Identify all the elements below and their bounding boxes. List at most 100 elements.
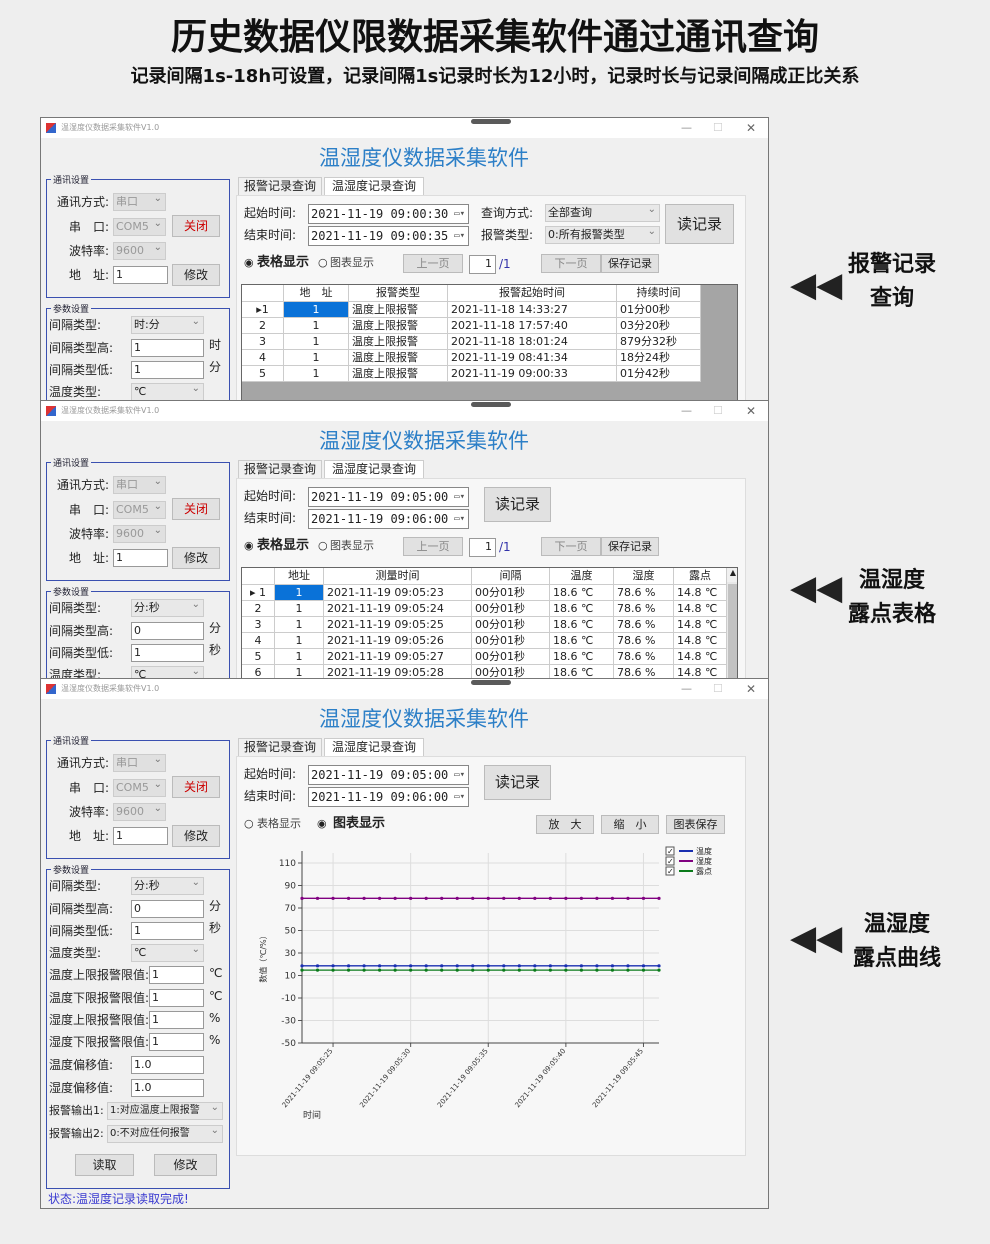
param-input[interactable]: 1 bbox=[131, 922, 204, 940]
end-time-picker[interactable]: 2021-11-19 09:06:00 bbox=[308, 509, 469, 529]
column-header[interactable]: 地址 bbox=[275, 568, 324, 585]
table-cell[interactable]: 1 bbox=[284, 302, 349, 318]
tab-alarm-records[interactable]: 报警记录查询 bbox=[238, 460, 322, 478]
save-records-button[interactable]: 保存记录 bbox=[601, 254, 659, 273]
maximize-button[interactable]: ☐ bbox=[713, 404, 723, 417]
param-input[interactable]: 1.0 bbox=[131, 1079, 204, 1097]
close-window-button[interactable]: ✕ bbox=[746, 682, 757, 696]
table-cell[interactable]: 18.6 ℃ bbox=[550, 617, 614, 633]
table-cell[interactable]: 00分01秒 bbox=[472, 633, 550, 649]
address-input[interactable]: 1 bbox=[113, 266, 168, 284]
table-cell[interactable]: 2021-11-19 09:05:27 bbox=[324, 649, 472, 665]
modify-address-button[interactable]: 修改 bbox=[172, 825, 220, 847]
start-time-picker[interactable]: 2021-11-19 09:00:30 bbox=[308, 204, 469, 224]
port-select[interactable]: COM5 bbox=[113, 499, 166, 519]
table-cell[interactable]: 2021-11-19 09:05:24 bbox=[324, 601, 472, 617]
table-cell[interactable]: 14.8 ℃ bbox=[674, 633, 727, 649]
table-cell[interactable]: 1 bbox=[275, 649, 324, 665]
table-cell[interactable]: 18分24秒 bbox=[617, 350, 701, 366]
table-cell[interactable]: 18.6 ℃ bbox=[550, 585, 614, 601]
table-cell[interactable]: 879分32秒 bbox=[617, 334, 701, 350]
param-input[interactable]: 1 bbox=[149, 966, 204, 984]
param-input[interactable]: 1 bbox=[149, 989, 204, 1007]
modify-address-button[interactable]: 修改 bbox=[172, 264, 220, 286]
param-input[interactable]: 0 bbox=[131, 622, 204, 640]
radio-table-view[interactable]: ○ bbox=[244, 817, 254, 830]
scrollbar-thumb[interactable] bbox=[728, 584, 737, 678]
prev-page-button[interactable]: 上一页 bbox=[403, 254, 463, 273]
column-header[interactable]: 湿度 bbox=[614, 568, 674, 585]
table-cell[interactable]: 14.8 ℃ bbox=[674, 585, 727, 601]
table-cell[interactable]: 2021-11-19 09:05:25 bbox=[324, 617, 472, 633]
table-cell[interactable]: 78.6 % bbox=[614, 665, 674, 678]
param-input[interactable]: 1 bbox=[131, 339, 204, 357]
close-window-button[interactable]: ✕ bbox=[746, 404, 757, 418]
column-header[interactable]: 地 址 bbox=[284, 285, 349, 302]
table-cell[interactable]: 温度上限报警 bbox=[349, 318, 448, 334]
close-port-button[interactable]: 关闭 bbox=[172, 776, 220, 798]
table-cell[interactable]: 18.6 ℃ bbox=[550, 601, 614, 617]
table-cell[interactable]: 00分01秒 bbox=[472, 649, 550, 665]
radio-chart-view[interactable]: ○ bbox=[318, 539, 328, 552]
table-cell[interactable]: 2021-11-19 09:05:26 bbox=[324, 633, 472, 649]
close-window-button[interactable]: ✕ bbox=[746, 121, 757, 135]
param-input[interactable]: 1 bbox=[131, 644, 204, 662]
table-cell[interactable]: 1 bbox=[275, 633, 324, 649]
table-cell[interactable]: 14.8 ℃ bbox=[674, 601, 727, 617]
table-cell[interactable]: 2021-11-19 09:00:33 bbox=[448, 366, 617, 382]
table-cell[interactable]: 78.6 % bbox=[614, 585, 674, 601]
start-time-picker[interactable]: 2021-11-19 09:05:00 bbox=[308, 765, 469, 785]
comm-mode-select[interactable]: 串口 bbox=[113, 752, 166, 772]
param-select[interactable]: 分:秒 bbox=[131, 875, 204, 895]
table-cell[interactable]: 1 bbox=[275, 585, 324, 601]
table-cell[interactable]: 14.8 ℃ bbox=[674, 617, 727, 633]
column-header[interactable]: 露点 bbox=[674, 568, 727, 585]
param-select[interactable]: 时:分 bbox=[131, 314, 204, 334]
maximize-button[interactable]: ☐ bbox=[713, 682, 723, 695]
param-select[interactable]: ℃ bbox=[131, 381, 204, 400]
param-input[interactable]: 1 bbox=[149, 1033, 204, 1051]
tab-th-records[interactable]: 温湿度记录查询 bbox=[324, 460, 424, 478]
radio-chart-view[interactable]: ○ bbox=[318, 256, 328, 269]
alarm-output-select[interactable]: 1:对应温度上限报警 bbox=[107, 1100, 223, 1120]
read-records-button[interactable]: 读记录 bbox=[484, 765, 551, 800]
column-header[interactable]: 测量时间 bbox=[324, 568, 472, 585]
table-cell[interactable]: 18.6 ℃ bbox=[550, 633, 614, 649]
radio-table-view[interactable]: ◉ bbox=[244, 539, 254, 552]
port-select[interactable]: COM5 bbox=[113, 216, 166, 236]
radio-table-view[interactable]: ◉ bbox=[244, 256, 254, 269]
start-time-picker[interactable]: 2021-11-19 09:05:00 bbox=[308, 487, 469, 507]
read-records-button[interactable]: 读记录 bbox=[665, 204, 734, 244]
close-port-button[interactable]: 关闭 bbox=[172, 215, 220, 237]
column-header[interactable]: 温度 bbox=[550, 568, 614, 585]
table-cell[interactable]: 温度上限报警 bbox=[349, 366, 448, 382]
zoom-in-button[interactable]: 放 大 bbox=[536, 815, 594, 834]
alarm-output-select[interactable]: 0:不对应任何报警 bbox=[107, 1123, 223, 1143]
table-cell[interactable]: 00分01秒 bbox=[472, 585, 550, 601]
end-time-picker[interactable]: 2021-11-19 09:06:00 bbox=[308, 787, 469, 807]
save-chart-button[interactable]: 图表保存 bbox=[666, 815, 725, 834]
table-cell[interactable]: 18.6 ℃ bbox=[550, 649, 614, 665]
minimize-button[interactable]: — bbox=[681, 404, 692, 417]
table-cell[interactable]: 2021-11-19 08:41:34 bbox=[448, 350, 617, 366]
baud-select[interactable]: 9600 bbox=[113, 801, 166, 821]
table-cell[interactable]: 00分01秒 bbox=[472, 617, 550, 633]
next-page-button[interactable]: 下一页 bbox=[541, 254, 601, 273]
modify-address-button[interactable]: 修改 bbox=[172, 547, 220, 569]
table-cell[interactable]: 2021-11-19 09:05:23 bbox=[324, 585, 472, 601]
table-cell[interactable]: 2021-11-18 17:57:40 bbox=[448, 318, 617, 334]
page-number-input[interactable]: 1 bbox=[469, 255, 496, 274]
comm-mode-select[interactable]: 串口 bbox=[113, 191, 166, 211]
table-cell[interactable]: 2021-11-19 09:05:28 bbox=[324, 665, 472, 678]
close-port-button[interactable]: 关闭 bbox=[172, 498, 220, 520]
table-cell[interactable]: 温度上限报警 bbox=[349, 350, 448, 366]
table-cell[interactable]: 1 bbox=[284, 334, 349, 350]
comm-mode-select[interactable]: 串口 bbox=[113, 474, 166, 494]
table-cell[interactable]: 1 bbox=[284, 318, 349, 334]
table-cell[interactable]: 78.6 % bbox=[614, 601, 674, 617]
param-select[interactable]: ℃ bbox=[131, 942, 204, 962]
column-header[interactable]: 报警类型 bbox=[349, 285, 448, 302]
page-number-input[interactable]: 1 bbox=[469, 538, 496, 557]
table-cell[interactable]: 1 bbox=[275, 665, 324, 678]
baud-select[interactable]: 9600 bbox=[113, 523, 166, 543]
